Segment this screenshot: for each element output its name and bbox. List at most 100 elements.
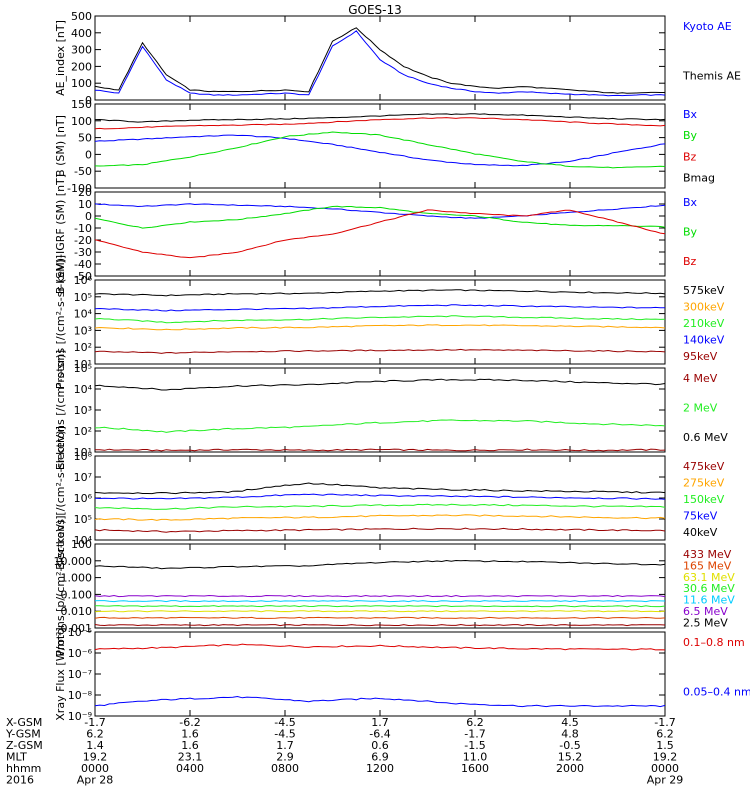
- series-line: [94, 514, 666, 521]
- series-line: [94, 493, 666, 500]
- legend-entry: By: [683, 226, 698, 239]
- y-tick-label: -100: [67, 182, 92, 195]
- table-cell: 2.9: [276, 751, 294, 764]
- y-tick-label: 10²: [74, 341, 92, 354]
- y-tick-label: 10⁵: [74, 362, 92, 375]
- y-tick-label: 20: [78, 186, 92, 199]
- y-tick-label: 10⁶: [74, 274, 93, 287]
- legend-entry: 95keV: [683, 350, 718, 363]
- y-axis-label: Electrons [/(cm²-s-sr)]: [54, 350, 67, 470]
- figure-title: GOES-13: [348, 3, 402, 17]
- legend-entry: 75keV: [683, 509, 718, 522]
- series-line: [94, 616, 666, 620]
- y-tick-label: 1.000: [61, 572, 93, 585]
- series-line: [94, 527, 666, 533]
- y-tick-label: -30: [74, 246, 92, 259]
- panel-6: 10⁸ 10⁷ 10⁶ 10⁵ 10⁴ Electrons [/(cm²-s-sr-keV…: [54, 426, 725, 570]
- y-axis-label: Protons [p/(cm²-s-sr-keV)]: [54, 515, 67, 656]
- legend-entry: 300keV: [683, 300, 725, 313]
- series-line: [94, 594, 666, 598]
- series-line: [94, 378, 666, 391]
- legend-entry: 6.5 MeV: [683, 605, 728, 618]
- legend-entry: 433 MeV: [683, 548, 732, 561]
- legend-entry: Bz: [683, 255, 697, 268]
- series-line: [94, 324, 666, 331]
- table-cell: Apr 28: [77, 774, 114, 787]
- legend-entry: 0.05–0.4 nm: [683, 685, 750, 698]
- table-cell: 1.4: [86, 739, 104, 752]
- legend-entry: 575keV: [683, 284, 725, 297]
- table-cell: -1.7: [654, 716, 675, 729]
- table-cell: 2000: [556, 762, 584, 775]
- legend-entry: 275keV: [683, 476, 725, 489]
- series-line: [94, 131, 666, 169]
- table-cell: 15.2: [558, 751, 583, 764]
- y-tick-label: -50: [74, 165, 92, 178]
- legend-entry: Themis AE: [682, 69, 741, 82]
- table-cell: 19.2: [653, 751, 678, 764]
- series-line: [94, 559, 666, 570]
- table-cell: 1600: [461, 762, 489, 775]
- panel-4: 10⁶ 10⁵ 10⁴ 10³ 10² 10¹ Protons [/(cm²-s-sr-ke…: [54, 255, 725, 389]
- legend-entry: 2 MeV: [683, 402, 718, 415]
- legend-entry: 140keV: [683, 333, 725, 346]
- y-tick-label: 10¹: [74, 358, 92, 371]
- y-tick-label: 400: [71, 27, 92, 40]
- y-tick-label: 0: [85, 94, 92, 107]
- y-tick-label: 10⁵: [74, 513, 92, 526]
- legend-entry: Bx: [683, 196, 698, 209]
- table-row-label: 2016: [6, 774, 34, 787]
- y-tick-label: 100: [71, 77, 92, 90]
- table-cell: -6.2: [179, 716, 200, 729]
- table-cell: Apr 29: [647, 774, 684, 787]
- y-tick-label: 10⁻⁶: [68, 647, 93, 660]
- table-cell: 4.5: [561, 716, 579, 729]
- legend-entry: 11.6 MeV: [683, 594, 735, 607]
- legend-entry: Kyoto AE: [683, 20, 732, 33]
- legend-entry: 475keV: [683, 460, 725, 473]
- y-tick-label: 10⁻⁵: [68, 626, 92, 639]
- y-tick-label: 10: [78, 198, 92, 211]
- series-line: [94, 117, 666, 130]
- series-line: [94, 482, 666, 495]
- y-tick-label: 10⁻⁷: [68, 668, 92, 681]
- table-cell: 1.5: [656, 739, 674, 752]
- table-row-label: hhmm: [6, 762, 41, 775]
- y-tick-label: 500: [71, 10, 92, 23]
- table-cell: -1.5: [464, 739, 485, 752]
- legend-entry: Bz: [683, 150, 697, 163]
- y-axis-label: B (SM)-IGRF (SM) [nT]: [54, 174, 67, 294]
- table-cell: 6.9: [371, 751, 389, 764]
- series-line: [94, 419, 666, 433]
- panel-frame: [94, 543, 666, 629]
- legend-entry: 0.1–0.8 nm: [683, 636, 745, 649]
- y-tick-label: 10²: [74, 425, 92, 438]
- series-line: [94, 610, 666, 613]
- y-tick-label: 10¹: [74, 446, 92, 459]
- y-tick-label: 10³: [74, 324, 92, 337]
- y-tick-label: 200: [71, 60, 92, 73]
- y-tick-label: 10⁻⁸: [68, 689, 93, 702]
- table-cell: 6.2: [86, 728, 104, 741]
- series-line: [94, 209, 666, 259]
- legend-entry: 30.6 MeV: [683, 582, 735, 595]
- series-line: [94, 205, 666, 229]
- series-line: [94, 448, 666, 452]
- orbit-axis-table: X-GSM -1.7 -6.2 -4.5 1.7 6.2 4.5 -1.7Y-GSM 6.2 1.…: [5, 716, 683, 787]
- series-line: [94, 289, 666, 297]
- series-line: [94, 695, 666, 708]
- y-tick-label: 10.000: [54, 555, 93, 568]
- legend-entry: 40keV: [683, 526, 718, 539]
- table-cell: 0000: [81, 762, 109, 775]
- series-line: [94, 623, 666, 627]
- y-tick-label: 100: [71, 115, 92, 128]
- y-tick-label: -10: [74, 222, 92, 235]
- y-axis-label: AE_index [nT]: [54, 20, 67, 96]
- series-line: [94, 304, 665, 312]
- y-tick-label: 300: [71, 44, 92, 57]
- legend-entry: Bx: [683, 108, 698, 121]
- table-cell: -4.5: [274, 728, 295, 741]
- legend-entry: 4 MeV: [683, 372, 718, 385]
- legend-entry: 0.6 MeV: [683, 431, 728, 444]
